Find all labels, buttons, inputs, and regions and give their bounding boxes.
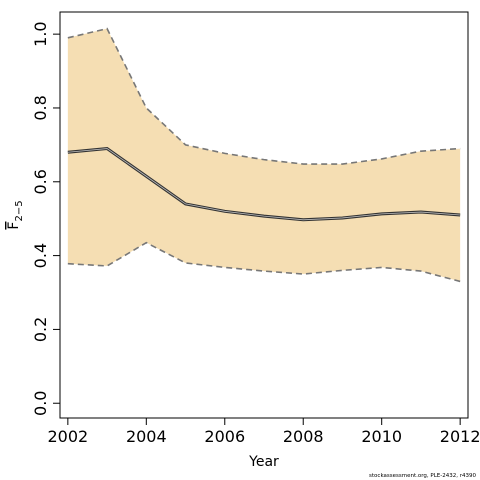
x-tick-label: 2008 (283, 427, 324, 446)
estimate-line-inner (67, 148, 461, 221)
svg-text:F2−5: F2−5 (6, 200, 25, 229)
y-tick-label: 0.2 (31, 317, 50, 342)
y-tick-label: 0.8 (31, 95, 50, 120)
confidence-band (67, 28, 461, 282)
y-axis: 0.0 0.2 0.4 0.6 0.8 1.0 (31, 21, 61, 416)
x-tick-label: 2004 (126, 427, 167, 446)
x-axis: 2002 2004 2006 2008 2010 2012 (47, 417, 480, 446)
y-axis-title-main: F (6, 222, 22, 230)
y-axis-title: F2−5 (6, 200, 25, 229)
x-tick-label: 2012 (440, 427, 480, 446)
x-axis-title: Year (248, 454, 279, 470)
plot-area (67, 27, 461, 283)
y-tick-label: 0.4 (31, 243, 50, 268)
footnote: stockassessment.org, PLE-2432, r4390 (369, 473, 476, 479)
x-tick-label: 2002 (47, 427, 88, 446)
y-tick-label: 0.0 (31, 391, 50, 416)
y-tick-label: 1.0 (31, 21, 50, 46)
x-tick-label: 2010 (361, 427, 402, 446)
y-axis-title-subscript: 2−5 (14, 200, 25, 221)
upper-bound-line (67, 27, 461, 165)
y-tick-label: 0.6 (31, 169, 50, 194)
x-tick-label: 2006 (204, 427, 245, 446)
